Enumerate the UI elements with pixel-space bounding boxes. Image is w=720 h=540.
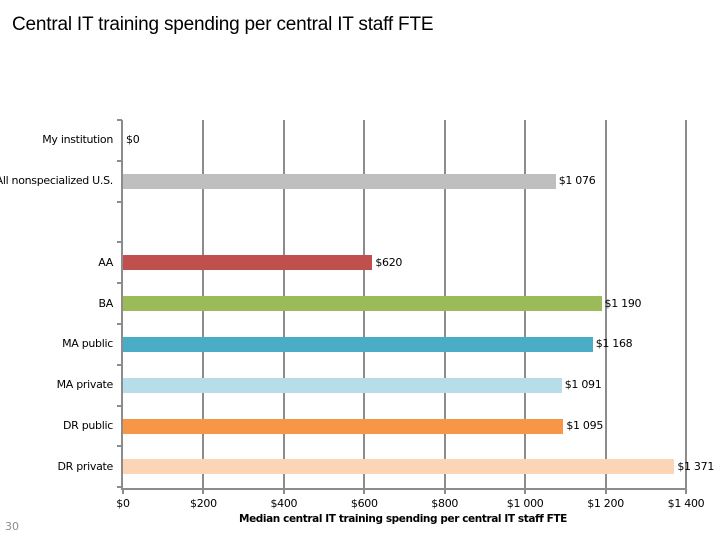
x-tick (604, 488, 607, 494)
x-tick (685, 488, 687, 494)
x-tick-label: $600 (350, 497, 378, 510)
y-tick (117, 282, 122, 285)
gridline (685, 120, 687, 488)
x-axis-title: Median central IT training spending per … (239, 513, 567, 525)
page-number: 30 (5, 520, 19, 533)
y-tick (117, 241, 122, 244)
gridline (604, 120, 607, 488)
category-label: DR public (62, 419, 113, 432)
y-axis (121, 120, 123, 490)
category-label: My institution (42, 133, 113, 147)
y-tick (117, 200, 122, 203)
x-tick-label: $1 200 (587, 497, 624, 510)
value-label: $620 (375, 255, 403, 269)
value-label: $1 371 (677, 459, 715, 473)
category-label: MA private (56, 378, 114, 392)
value-label: $1 168 (595, 337, 633, 351)
bar (123, 173, 556, 189)
bar (123, 459, 675, 475)
x-tick (363, 488, 366, 494)
y-tick (117, 486, 122, 489)
y-tick (117, 323, 122, 325)
category-label: BA (98, 296, 114, 310)
value-label: $1 076 (558, 174, 596, 188)
bar (123, 418, 564, 434)
value-label: $1 095 (566, 419, 604, 432)
bar (123, 296, 602, 312)
x-axis (121, 488, 687, 490)
x-tick-label: $1 000 (506, 497, 544, 510)
category-label: All nonspecialized U.S. (0, 174, 113, 188)
x-tick-label: $800 (431, 497, 459, 510)
x-tick (122, 488, 124, 494)
y-tick (117, 445, 122, 448)
value-label: $1 091 (564, 378, 602, 392)
category-label: MA public (62, 337, 113, 351)
category-label: DR private (57, 459, 113, 473)
bar (123, 336, 593, 352)
chart-title: Central IT training spending per central… (12, 14, 434, 35)
bar (123, 377, 562, 393)
y-tick (117, 119, 122, 121)
x-tick-label: $400 (270, 497, 298, 510)
x-tick-label: $1 400 (667, 497, 705, 510)
x-tick-label: $0 (116, 497, 130, 510)
y-tick (117, 159, 122, 162)
x-tick (443, 488, 446, 494)
x-tick-label: $200 (190, 497, 217, 510)
bar (123, 255, 373, 271)
value-label: $0 (126, 133, 140, 147)
x-tick (202, 488, 205, 494)
y-tick (117, 404, 122, 407)
value-label: $1 190 (604, 296, 642, 310)
x-tick (524, 488, 527, 494)
category-label: AA (98, 255, 113, 269)
y-tick (117, 363, 122, 366)
x-tick (282, 488, 285, 494)
